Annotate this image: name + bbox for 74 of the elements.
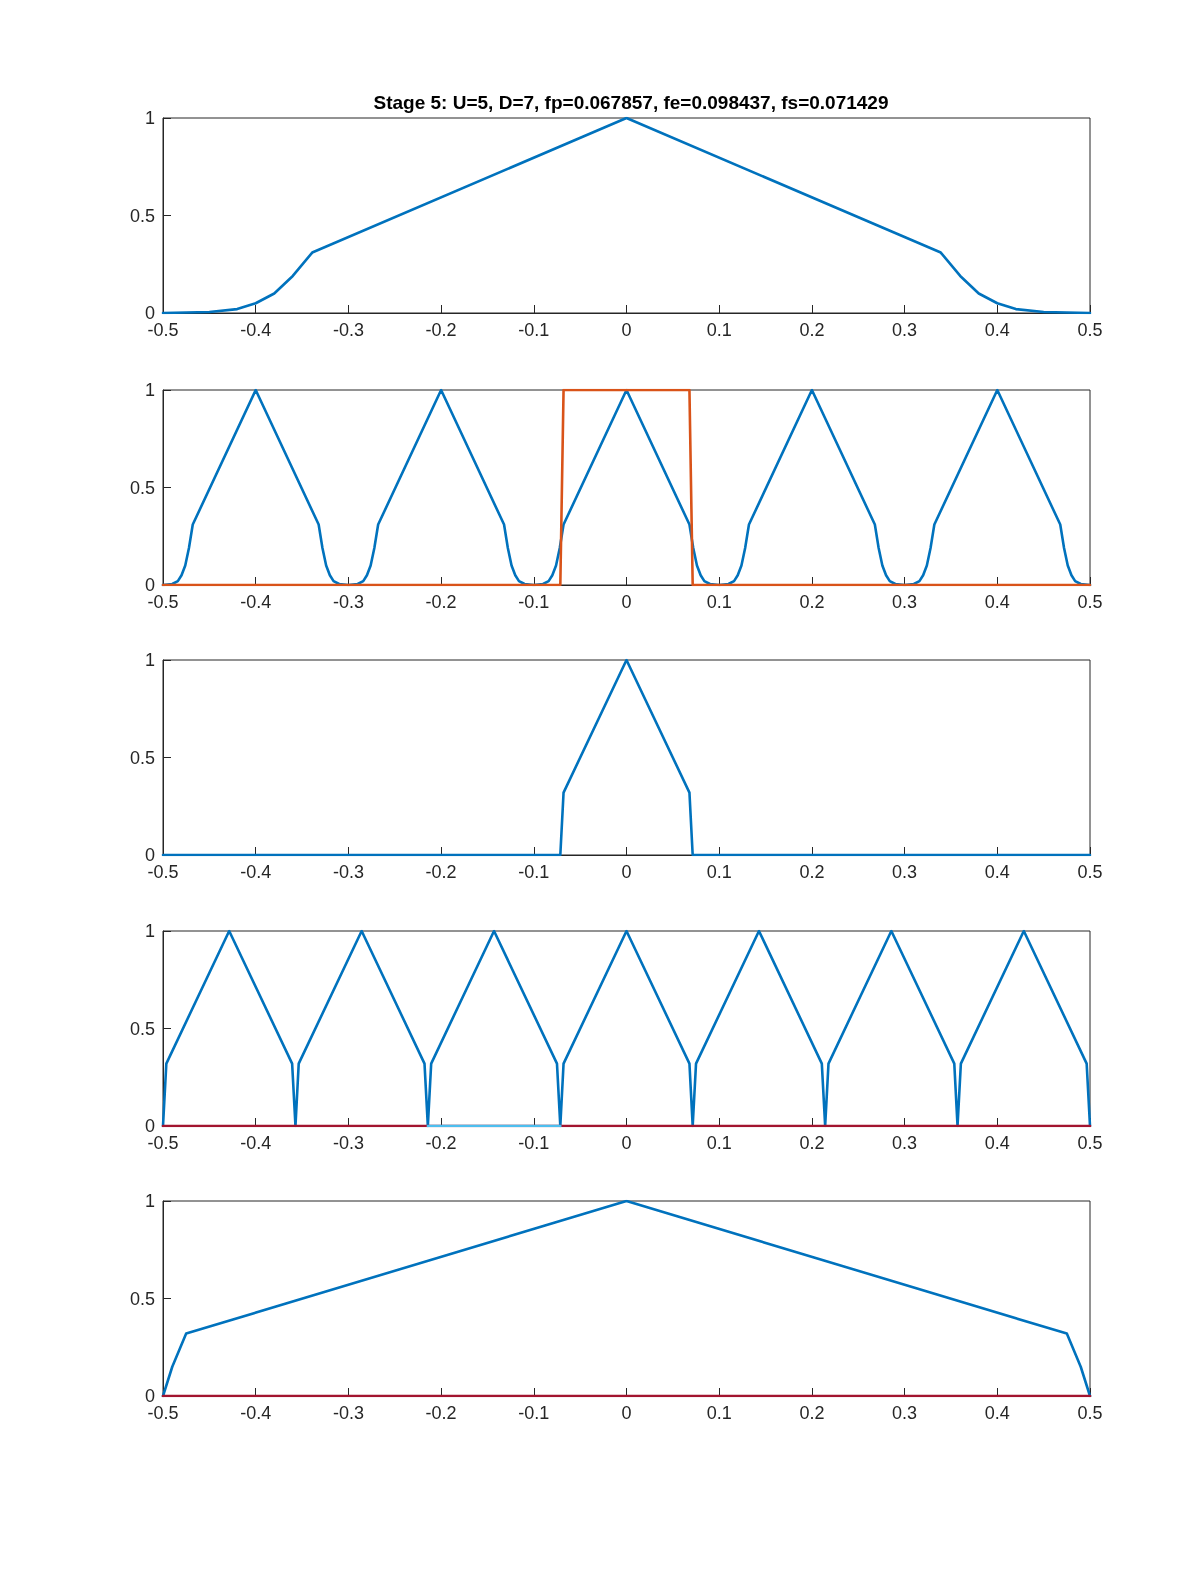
x-tick-label: -0.5 [147, 1133, 179, 1153]
x-tick-label: 0.1 [706, 862, 732, 882]
line-series [161, 388, 1092, 587]
x-tick-label: -0.4 [240, 1403, 272, 1423]
x-tick-label: -0.3 [332, 1133, 364, 1153]
x-tick-label: -0.5 [147, 1403, 179, 1423]
x-tick-label: 0.5 [1077, 862, 1103, 882]
x-tick-label: -0.1 [518, 592, 550, 612]
x-tick-label: -0.3 [332, 592, 364, 612]
x-tick-label: 0.2 [799, 1133, 825, 1153]
x-tick-label: 0 [621, 1133, 632, 1153]
chart-title: Stage 5: U=5, D=7, fp=0.067857, fe=0.098437, fs=0.071429 [373, 92, 889, 113]
x-tick-label: 0.3 [892, 1133, 918, 1153]
x-tick-label: -0.3 [332, 320, 364, 340]
y-tick-label: 0.5 [129, 1288, 155, 1309]
y-tick-label: 1 [144, 921, 155, 941]
y-tick-label: 0 [144, 575, 155, 595]
x-tick-label: 0 [621, 592, 632, 612]
x-tick-label: 0.4 [984, 1133, 1010, 1153]
x-tick-label: -0.2 [425, 1133, 457, 1153]
y-tick-label: 0 [144, 303, 155, 323]
y-tick-label: 0 [144, 1116, 155, 1136]
y-tick-label: 0.5 [129, 205, 155, 226]
x-tick-label: 0.1 [706, 592, 732, 612]
x-tick-label: 0.5 [1077, 1133, 1103, 1153]
y-tick-label: 0 [144, 845, 155, 865]
x-tick-label: 0.1 [706, 1133, 732, 1153]
x-tick-label: 0.4 [984, 592, 1010, 612]
x-tick-label: -0.4 [240, 592, 272, 612]
x-tick-label: -0.5 [147, 862, 179, 882]
y-tick-label: 0 [144, 1386, 155, 1406]
x-tick-label: -0.5 [147, 592, 179, 612]
x-tick-label: 0.4 [984, 320, 1010, 340]
x-tick-label: -0.4 [240, 1133, 272, 1153]
x-tick-label: -0.3 [332, 862, 364, 882]
x-tick-label: -0.1 [518, 1403, 550, 1423]
y-tick-label: 0.5 [129, 747, 155, 768]
x-tick-label: -0.5 [147, 320, 179, 340]
x-tick-label: -0.2 [425, 320, 457, 340]
y-tick-label: 0.5 [129, 1018, 155, 1039]
x-tick-label: 0.3 [892, 1403, 918, 1423]
y-tick-label: 1 [144, 380, 155, 400]
x-tick-label: 0.4 [984, 1403, 1010, 1423]
x-tick-label: -0.2 [425, 592, 457, 612]
x-tick-label: 0.5 [1077, 1403, 1103, 1423]
x-tick-label: 0.2 [799, 862, 825, 882]
x-tick-label: 0.5 [1077, 320, 1103, 340]
x-tick-label: 0.3 [892, 592, 918, 612]
y-tick-label: 1 [144, 1191, 155, 1211]
x-tick-label: 0.5 [1077, 592, 1103, 612]
x-tick-label: 0.3 [892, 320, 918, 340]
y-tick-label: 1 [144, 108, 155, 128]
x-tick-label: 0.1 [706, 320, 732, 340]
x-tick-label: 0 [621, 1403, 632, 1423]
x-tick-label: 0 [621, 320, 632, 340]
x-tick-label: -0.1 [518, 1133, 550, 1153]
x-tick-label: -0.2 [425, 862, 457, 882]
x-tick-label: 0.2 [799, 320, 825, 340]
x-tick-label: 0.1 [706, 1403, 732, 1423]
x-tick-label: 0.4 [984, 862, 1010, 882]
x-tick-label: -0.4 [240, 862, 272, 882]
x-tick-label: -0.2 [425, 1403, 457, 1423]
x-tick-label: -0.1 [518, 862, 550, 882]
line-series [161, 116, 1092, 315]
x-tick-label: -0.1 [518, 320, 550, 340]
x-tick-label: -0.4 [240, 320, 272, 340]
x-tick-label: 0.2 [799, 592, 825, 612]
x-tick-label: 0 [621, 862, 632, 882]
x-tick-label: 0.2 [799, 1403, 825, 1423]
x-tick-label: 0.3 [892, 862, 918, 882]
y-tick-label: 1 [144, 650, 155, 670]
y-tick-label: 0.5 [129, 477, 155, 498]
line-series [161, 1199, 1092, 1398]
x-tick-label: -0.3 [332, 1403, 364, 1423]
